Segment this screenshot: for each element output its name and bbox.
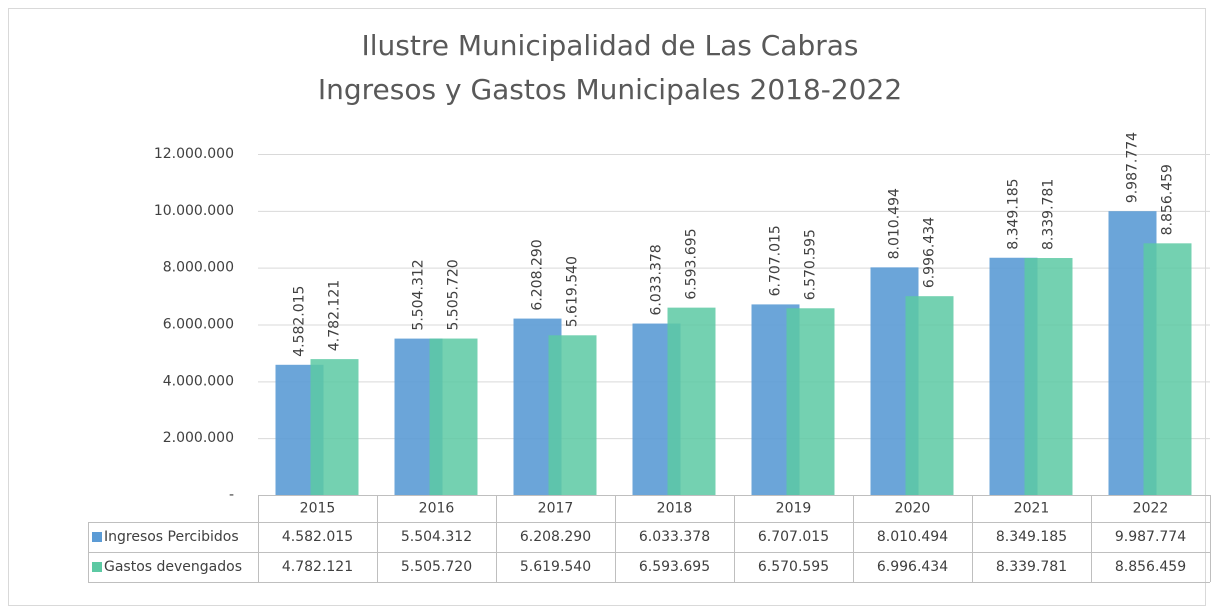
x-tick-label: 2020 [895, 501, 931, 517]
data-label: 8.856.459 [1160, 164, 1176, 235]
data-label: 4.582.015 [292, 286, 308, 357]
table-cell: 4.782.121 [282, 559, 353, 575]
table-cell: 6.593.695 [639, 559, 710, 575]
chart-title: Ilustre Municipalidad de Las Cabras [362, 29, 859, 62]
y-tick-label: - [229, 487, 234, 503]
y-tick-label: 6.000.000 [163, 317, 234, 333]
x-tick-label: 2015 [300, 501, 336, 517]
data-label: 6.570.595 [803, 229, 819, 300]
data-label: 6.033.378 [649, 244, 665, 315]
y-tick-label: 2.000.000 [163, 430, 234, 446]
data-label: 5.505.720 [446, 259, 462, 330]
table-cell: 6.996.434 [877, 559, 948, 575]
legend-label: Gastos devengados [104, 559, 242, 575]
x-tick-label: 2016 [419, 501, 455, 517]
data-label: 6.996.434 [922, 217, 938, 288]
data-label: 8.010.494 [887, 188, 903, 259]
table-cell: 8.010.494 [877, 529, 948, 545]
bar [786, 308, 835, 495]
y-tick-label: 10.000.000 [154, 203, 234, 219]
bar [905, 296, 954, 495]
data-label: 8.339.781 [1041, 179, 1057, 250]
data-label: 6.208.290 [530, 239, 546, 310]
bar [667, 307, 716, 495]
table-cell: 6.570.595 [758, 559, 829, 575]
y-tick-label: 12.000.000 [154, 146, 234, 162]
table-cell: 8.856.459 [1115, 559, 1186, 575]
legend-swatch [92, 532, 102, 542]
data-label: 5.504.312 [411, 259, 427, 330]
table-cell: 5.504.312 [401, 529, 472, 545]
data-label: 9.987.774 [1125, 132, 1141, 203]
x-tick-label: 2021 [1014, 501, 1050, 517]
data-label: 5.619.540 [565, 256, 581, 327]
table-cell: 6.707.015 [758, 529, 829, 545]
table-cell: 8.339.781 [996, 559, 1067, 575]
x-tick-label: 2022 [1133, 501, 1169, 517]
data-label: 6.707.015 [768, 225, 784, 296]
data-label: 8.349.185 [1006, 178, 1022, 249]
data-label: 6.593.695 [684, 228, 700, 299]
bar [310, 359, 359, 495]
x-tick-label: 2017 [538, 501, 574, 517]
bar [1143, 243, 1192, 495]
bar [429, 338, 478, 495]
bar [548, 335, 597, 495]
table-cell: 6.208.290 [520, 529, 591, 545]
legend-label: Ingresos Percibidos [104, 529, 239, 545]
x-tick-label: 2018 [657, 501, 693, 517]
y-tick-label: 4.000.000 [163, 373, 234, 389]
bar [1024, 258, 1073, 495]
table-cell: 8.349.185 [996, 529, 1067, 545]
chart-title: Ingresos y Gastos Municipales 2018-2022 [318, 73, 902, 106]
x-tick-label: 2019 [776, 501, 812, 517]
table-cell: 5.619.540 [520, 559, 591, 575]
table-cell: 6.033.378 [639, 529, 710, 545]
table-cell: 5.505.720 [401, 559, 472, 575]
data-label: 4.782.121 [327, 280, 343, 351]
table-cell: 4.582.015 [282, 529, 353, 545]
legend-swatch [92, 562, 102, 572]
table-cell: 9.987.774 [1115, 529, 1186, 545]
y-tick-label: 8.000.000 [163, 260, 234, 276]
